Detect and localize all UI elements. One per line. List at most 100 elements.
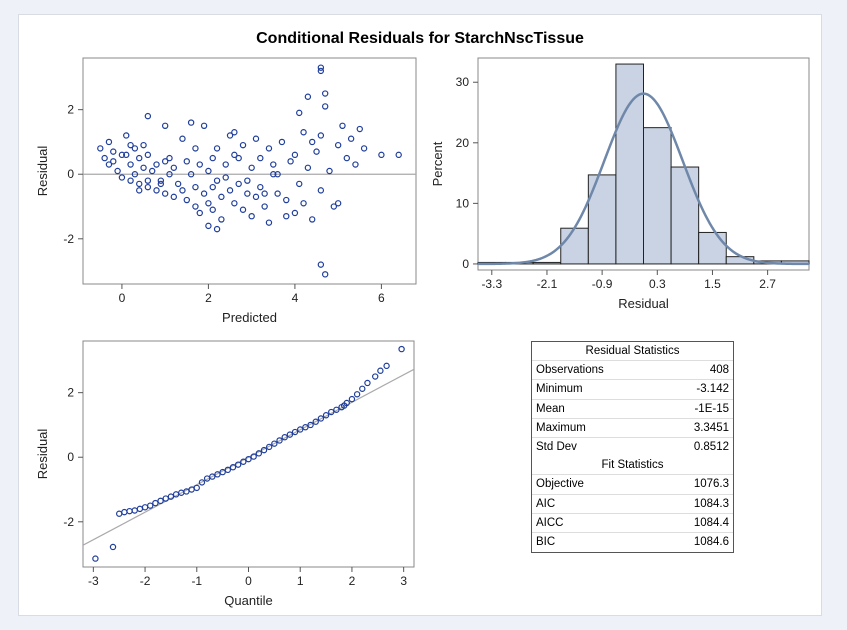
data-point bbox=[235, 154, 242, 162]
data-point bbox=[257, 154, 264, 162]
data-point bbox=[343, 154, 351, 162]
qq-point bbox=[209, 473, 216, 480]
x-tick-label: -2.1 bbox=[537, 277, 558, 291]
stats-label: BIC bbox=[536, 536, 556, 549]
qq-point bbox=[240, 458, 247, 465]
data-point bbox=[144, 112, 152, 120]
data-point bbox=[148, 167, 156, 175]
stats-row: Mean -1E-15 bbox=[532, 398, 733, 418]
data-point bbox=[321, 90, 329, 97]
data-point bbox=[140, 164, 147, 171]
data-point bbox=[296, 180, 303, 188]
data-point bbox=[170, 164, 178, 171]
qq-point bbox=[328, 408, 335, 416]
qq-point bbox=[147, 502, 154, 509]
data-point bbox=[244, 190, 251, 197]
stats-value: 408 bbox=[709, 364, 729, 376]
x-tick-label: -2 bbox=[140, 574, 151, 588]
stats-row: Std Dev 0.8512 bbox=[532, 437, 733, 456]
data-point bbox=[153, 187, 160, 194]
data-point bbox=[222, 161, 229, 168]
stats-label: Objective bbox=[536, 478, 584, 491]
y-tick-label: 30 bbox=[456, 75, 470, 89]
stats-value: 3.3451 bbox=[693, 421, 729, 434]
data-point bbox=[97, 145, 104, 152]
histogram-bar bbox=[560, 227, 589, 265]
y-tick-label: 2 bbox=[67, 386, 74, 400]
data-point bbox=[300, 129, 307, 136]
stats-row: Objective 1076.3 bbox=[532, 474, 733, 493]
x-axis-label: Quantile bbox=[224, 593, 272, 608]
data-point bbox=[287, 158, 294, 165]
histogram-bar bbox=[532, 261, 562, 265]
x-tick-label: 3 bbox=[400, 574, 407, 588]
qq-point bbox=[203, 475, 211, 482]
data-point bbox=[378, 151, 385, 159]
residual-statistics-header: Residual Statistics bbox=[585, 345, 680, 357]
y-axis-label: Residual bbox=[35, 146, 50, 197]
data-point bbox=[356, 125, 363, 133]
qq-point bbox=[245, 455, 252, 463]
data-point bbox=[123, 151, 130, 159]
histogram-bar bbox=[643, 127, 672, 265]
stats-value: 1076.3 bbox=[693, 478, 729, 491]
data-point bbox=[317, 67, 325, 75]
data-point bbox=[334, 141, 342, 149]
qq-point bbox=[291, 428, 299, 436]
x-tick-label: 0 bbox=[119, 291, 126, 305]
data-point bbox=[174, 180, 182, 188]
data-point bbox=[153, 161, 160, 168]
data-point bbox=[209, 183, 216, 191]
y-tick-label: 2 bbox=[67, 103, 74, 117]
x-tick-label: 1.5 bbox=[704, 277, 721, 291]
data-point bbox=[127, 177, 134, 184]
data-point bbox=[291, 151, 299, 159]
y-tick-label: 0 bbox=[67, 167, 74, 181]
qq-point bbox=[359, 385, 366, 392]
stats-label: Minimum bbox=[536, 383, 583, 396]
data-point bbox=[274, 171, 281, 178]
data-point bbox=[270, 161, 277, 168]
data-point bbox=[304, 93, 312, 100]
data-point bbox=[192, 203, 199, 210]
data-point bbox=[187, 119, 195, 126]
data-point bbox=[166, 171, 173, 178]
data-point bbox=[131, 171, 139, 178]
data-point bbox=[127, 141, 134, 149]
data-point bbox=[283, 196, 290, 204]
data-point bbox=[257, 183, 264, 191]
data-point bbox=[304, 164, 312, 171]
data-point bbox=[252, 193, 260, 201]
residual-vs-predicted-plot: 0 2 4 6 -2 0 2 Predicted Residual bbox=[35, 57, 417, 325]
qq-point bbox=[286, 431, 294, 438]
x-tick-label: -1 bbox=[191, 574, 202, 588]
plots-canvas: 0 2 4 6 -2 0 2 Predicted Residual -3.3 -2.1 -0.9 0.… bbox=[35, 57, 810, 608]
data-point bbox=[395, 151, 402, 159]
stats-value: -3.142 bbox=[696, 383, 729, 396]
qq-point bbox=[255, 450, 263, 457]
data-point bbox=[248, 212, 255, 220]
x-tick-label: 0 bbox=[245, 574, 252, 588]
data-point bbox=[321, 103, 329, 110]
data-point bbox=[209, 154, 216, 162]
stats-label: Maximum bbox=[536, 421, 586, 434]
qq-point bbox=[398, 345, 405, 353]
y-tick-label: 0 bbox=[462, 257, 469, 271]
data-point bbox=[144, 177, 152, 184]
data-point bbox=[326, 167, 333, 175]
qq-point bbox=[219, 468, 226, 476]
page-title: Conditional Residuals for StarchNscTissu… bbox=[256, 30, 584, 47]
data-point bbox=[330, 203, 338, 210]
data-point bbox=[200, 190, 208, 197]
stats-label: Std Dev bbox=[536, 441, 577, 454]
qq-point bbox=[348, 395, 356, 403]
data-point bbox=[170, 193, 178, 201]
qq-point bbox=[250, 453, 257, 460]
qq-point bbox=[229, 464, 237, 471]
x-tick-label: 6 bbox=[378, 291, 385, 305]
data-point bbox=[161, 122, 169, 130]
data-point bbox=[110, 158, 117, 165]
data-point bbox=[226, 132, 234, 139]
data-point bbox=[252, 135, 260, 142]
x-tick-label: -3.3 bbox=[481, 277, 502, 291]
